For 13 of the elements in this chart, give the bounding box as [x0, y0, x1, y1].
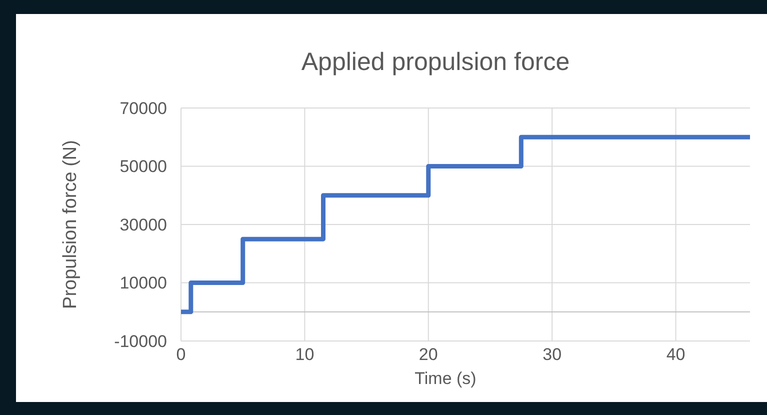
y-tick-label: -10000 — [114, 332, 167, 351]
y-tick-label: 30000 — [120, 215, 167, 234]
y-tick-label: 70000 — [120, 98, 167, 118]
x-tick-label: 10 — [295, 345, 314, 364]
x-tick-label: 0 — [176, 345, 186, 364]
y-axis-title: Propulsion force (N) — [60, 140, 81, 309]
y-tick-label: 50000 — [120, 157, 167, 176]
y-tick-label: 10000 — [120, 274, 167, 293]
x-axis-title: Time (s) — [414, 369, 476, 388]
x-tick-label: 40 — [666, 345, 686, 364]
chart-title: Applied propulsion force — [301, 48, 570, 76]
x-tick-label: 20 — [418, 345, 438, 364]
x-tick-label: 30 — [542, 345, 562, 364]
